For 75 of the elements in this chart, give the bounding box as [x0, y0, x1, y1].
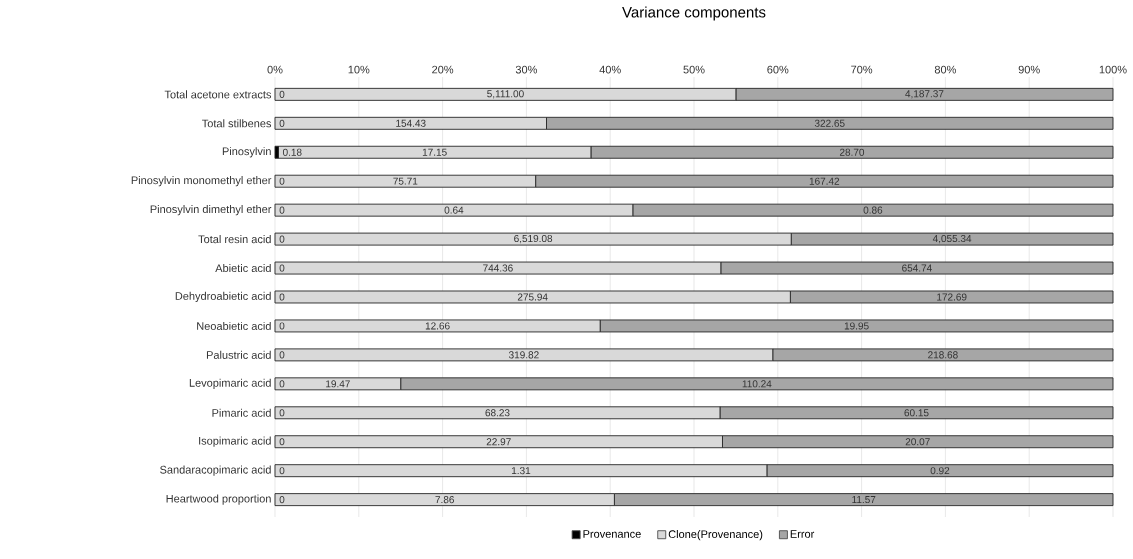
annotation: 4,187.37 [905, 90, 944, 99]
annotation: 0.64 [444, 206, 464, 214]
legend-label: Clone(Provenance) [668, 530, 763, 541]
annotation: 0 [279, 496, 285, 504]
annotation: 172.69 [937, 293, 967, 301]
annotation: 744.36 [483, 264, 513, 272]
annotation: 5,111.00 [487, 90, 524, 99]
annotation: 218.68 [928, 351, 958, 359]
y-tick-label: Pinosylvin monomethyl ether [131, 176, 272, 187]
y-tick-label: Total resin acid [198, 235, 271, 244]
annotation: 22.97 [486, 438, 511, 446]
x-tick-label: 50% [683, 65, 705, 74]
annotation: 60.15 [904, 409, 929, 417]
annotation: 0 [279, 438, 285, 446]
y-tick-label: Palustric acid [206, 350, 271, 359]
annotation: 0 [279, 467, 285, 475]
annotation: 0 [279, 235, 285, 243]
annotation: 654.74 [902, 264, 932, 272]
annotation: 0 [279, 322, 285, 330]
x-tick-label: 60% [767, 65, 789, 74]
x-tick-label: 20% [432, 65, 454, 74]
y-tick-label: Dehydroabietic acid [175, 291, 271, 303]
x-tick-label: 80% [934, 65, 956, 74]
y-tick-label: Neoabietic acid [197, 321, 271, 330]
x-tick-label: 40% [599, 65, 621, 74]
annotation: 0 [279, 90, 285, 98]
annotation: 0 [279, 380, 285, 388]
annotation: 7.86 [435, 496, 454, 504]
annotation: 4,055.34 [932, 234, 972, 244]
y-tick-label: Pimaric acid [212, 408, 271, 417]
annotation: 11.57 [852, 496, 876, 504]
annotation: 28.70 [839, 148, 865, 156]
x-tick-label: 70% [851, 65, 873, 74]
y-tick-label: Levopimaric acid [189, 378, 271, 389]
x-tick-label: 0% [267, 65, 283, 74]
y-tick-label: Heartwood proportion [166, 494, 271, 505]
annotation: 0.18 [282, 148, 302, 156]
annotation: 75.71 [393, 177, 418, 185]
y-tick-label: Abietic acid [215, 264, 271, 273]
annotation: 20.07 [905, 438, 930, 446]
annotation: 19.95 [844, 322, 869, 330]
x-tick-label: 100% [1099, 65, 1127, 74]
annotation: 0 [279, 293, 285, 301]
y-tick-label: Total stilbenes [202, 119, 272, 128]
y-tick-label: Sandaracopimaric acid [160, 465, 271, 476]
annotation: 0.86 [863, 206, 883, 214]
annotation: 0 [279, 177, 285, 185]
annotation: 68.23 [485, 409, 510, 417]
x-tick-label: 90% [1018, 65, 1040, 74]
annotation: 154.43 [396, 119, 426, 127]
annotation: 12.66 [425, 322, 450, 330]
annotation: 0 [279, 206, 285, 214]
annotation: 6,519.08 [514, 234, 553, 244]
annotation: 0.92 [930, 467, 950, 475]
annotation: 17.15 [422, 148, 447, 156]
y-tick-label: Isopimaric acid [199, 436, 271, 447]
x-tick-label: 30% [515, 65, 537, 74]
annotation: 322.65 [814, 119, 845, 127]
legend-label: Provenance [583, 530, 641, 538]
y-tick-label: Pinosylvin [222, 147, 271, 158]
legend-label: Error [790, 530, 815, 538]
chart-title: Variance components [622, 6, 766, 21]
y-tick-label: Pinosylvin dimethyl ether [150, 205, 272, 216]
annotation: 0 [279, 264, 285, 272]
x-tick-label: 10% [348, 65, 370, 74]
annotation: 319.82 [508, 351, 539, 359]
annotation: 275.94 [517, 293, 548, 301]
annotation: 1.31 [511, 467, 531, 475]
annotation: 0 [279, 351, 285, 359]
annotation: 19.47 [326, 380, 350, 388]
annotation: 0 [279, 409, 285, 417]
annotation: 0 [279, 119, 285, 127]
annotation: 110.24 [742, 380, 772, 388]
annotation: 167.42 [809, 177, 840, 185]
y-tick-label: Total acetone extracts [164, 90, 272, 99]
